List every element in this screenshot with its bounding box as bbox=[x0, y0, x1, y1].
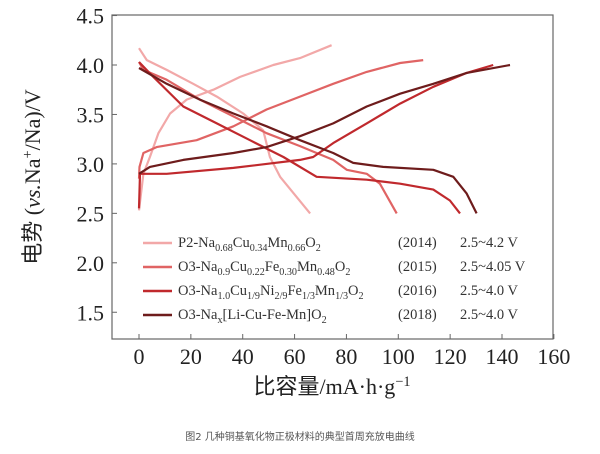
text-part: Cu bbox=[230, 259, 247, 275]
x-tick-label: 60 bbox=[284, 344, 306, 369]
text-part: Cu bbox=[233, 235, 250, 251]
subscript: 1/3 bbox=[302, 291, 315, 302]
legend-voltage-range: 2.5~4.0 V bbox=[460, 283, 518, 299]
series-3 bbox=[137, 61, 494, 215]
y-tick-label: 4.5 bbox=[77, 4, 105, 29]
subscript: 0.68 bbox=[215, 243, 233, 254]
discharge-curve bbox=[138, 67, 478, 214]
text-part: Cu bbox=[230, 283, 247, 299]
legend-voltage-range: 2.5~4.0 V bbox=[460, 307, 518, 323]
legend-year: (2014) bbox=[398, 235, 437, 251]
text-part: Mn bbox=[315, 283, 336, 299]
x-tick-label: 100 bbox=[382, 344, 415, 369]
legend-year: (2018) bbox=[398, 307, 437, 323]
charge-curve bbox=[137, 63, 494, 209]
legend-label: O3-Na1.0Cu1/9Ni2/9Fe1/3Mn1/3O2 bbox=[178, 283, 364, 302]
subscript: 1/3 bbox=[335, 291, 348, 302]
text-part: O3-Na bbox=[178, 307, 218, 323]
subscript: 0.9 bbox=[217, 267, 230, 278]
legend-entry: O3-Na1.0Cu1/9Ni2/9Fe1/3Mn1/3O2 (2016) 2.5~… bbox=[143, 283, 518, 302]
subscript: 2 bbox=[322, 315, 327, 326]
charge-curve bbox=[137, 59, 424, 179]
subscript: 2/9 bbox=[275, 291, 288, 302]
y-tick-label: 2.5 bbox=[77, 201, 105, 226]
text-part: O3-Na bbox=[178, 259, 218, 275]
charge-discharge-chart: 0 20 40 60 80 100 120 140 160 1.5 2.0 2.5 3.0 3.5 4.0 4… bbox=[20, 4, 570, 399]
x-axis-label: 比容量/mA·h·g−1 bbox=[254, 374, 411, 399]
x-tick-label: 0 bbox=[134, 344, 145, 369]
legend-year: (2016) bbox=[398, 283, 437, 299]
y-axis-label: 电势 (vs.Na+/Na)/V bbox=[20, 89, 45, 265]
text-part: 电势 ( bbox=[20, 208, 45, 265]
y-tick-label: 1.5 bbox=[77, 300, 105, 325]
figure-caption: 图2 几种铜基氧化物正极材料的典型首周充放电曲线 bbox=[185, 432, 415, 443]
legend-voltage-range: 2.5~4.2 V bbox=[460, 235, 518, 251]
text-part: Mn bbox=[297, 259, 318, 275]
legend-label: O3-Na0.9Cu0.22Fe0.30Mn0.48O2 bbox=[178, 259, 350, 278]
legend-label: O3-Nax[Li-Cu-Fe-Mn]O2 bbox=[178, 307, 327, 326]
legend-entry: O3-Na0.9Cu0.22Fe0.30Mn0.48O2 (2015) 2.5~4.… bbox=[143, 259, 526, 278]
y-tick-label: 4.0 bbox=[77, 53, 105, 78]
subscript: x bbox=[217, 315, 222, 326]
text-part: P2-Na bbox=[178, 235, 216, 251]
plot-frame bbox=[111, 14, 554, 340]
superscript: −1 bbox=[395, 374, 410, 390]
legend-label: P2-Na0.68Cu0.34Mn0.66O2 bbox=[178, 235, 321, 254]
text-part: vs. bbox=[20, 184, 45, 208]
y-tick-label: 2.0 bbox=[77, 251, 105, 276]
series-2 bbox=[137, 59, 424, 214]
text-part: O3-Na bbox=[178, 283, 218, 299]
superscript: + bbox=[20, 150, 36, 158]
y-tick-label: 3.5 bbox=[77, 102, 105, 127]
text-part: Fe bbox=[265, 259, 280, 275]
discharge-curve bbox=[138, 61, 398, 214]
text-part: /Na)/V bbox=[20, 89, 45, 150]
legend-year: (2015) bbox=[398, 259, 437, 275]
subscript: 2 bbox=[345, 267, 350, 278]
x-tick-label: 40 bbox=[232, 344, 254, 369]
legend-voltage-range: 2.5~4.05 V bbox=[460, 259, 526, 275]
y-tick-label: 3.0 bbox=[77, 152, 105, 177]
subscript: 0.34 bbox=[250, 243, 268, 254]
charge-curve bbox=[138, 63, 511, 175]
x-tick-label: 160 bbox=[537, 344, 570, 369]
text-part: Fe bbox=[287, 283, 302, 299]
text-part: Mn bbox=[267, 235, 288, 251]
series-4 bbox=[138, 63, 511, 214]
text-part: Ni bbox=[260, 283, 275, 299]
subscript: 0.66 bbox=[288, 243, 306, 254]
text-part: [Li-Cu-Fe-Mn]O bbox=[223, 307, 322, 323]
discharge-curve bbox=[138, 61, 461, 215]
text-part: O bbox=[348, 283, 358, 299]
text-part: O bbox=[305, 235, 315, 251]
subscript: 1/9 bbox=[247, 291, 260, 302]
legend-entry: P2-Na0.68Cu0.34Mn0.66O2 (2014) 2.5~4.2 V bbox=[143, 235, 518, 254]
legend-entry: O3-Nax[Li-Cu-Fe-Mn]O2 (2018) 2.5~4.0 V bbox=[143, 307, 518, 326]
series-1 bbox=[137, 44, 333, 215]
subscript: 0.48 bbox=[317, 267, 335, 278]
subscript: 2 bbox=[359, 291, 364, 302]
discharge-curve bbox=[138, 47, 311, 215]
x-tick-label: 80 bbox=[335, 344, 357, 369]
text-part: 比容量/mA·h·g bbox=[254, 374, 396, 399]
x-tick-label: 20 bbox=[180, 344, 202, 369]
subscript: 0.30 bbox=[279, 267, 297, 278]
x-tick-label: 140 bbox=[486, 344, 519, 369]
subscript: 2 bbox=[316, 243, 321, 254]
text-part: O bbox=[335, 259, 345, 275]
charge-curve bbox=[137, 44, 333, 211]
subscript: 1.0 bbox=[217, 291, 230, 302]
subscript: 0.22 bbox=[247, 267, 265, 278]
x-tick-label: 120 bbox=[434, 344, 467, 369]
text-part: Na bbox=[20, 158, 45, 184]
